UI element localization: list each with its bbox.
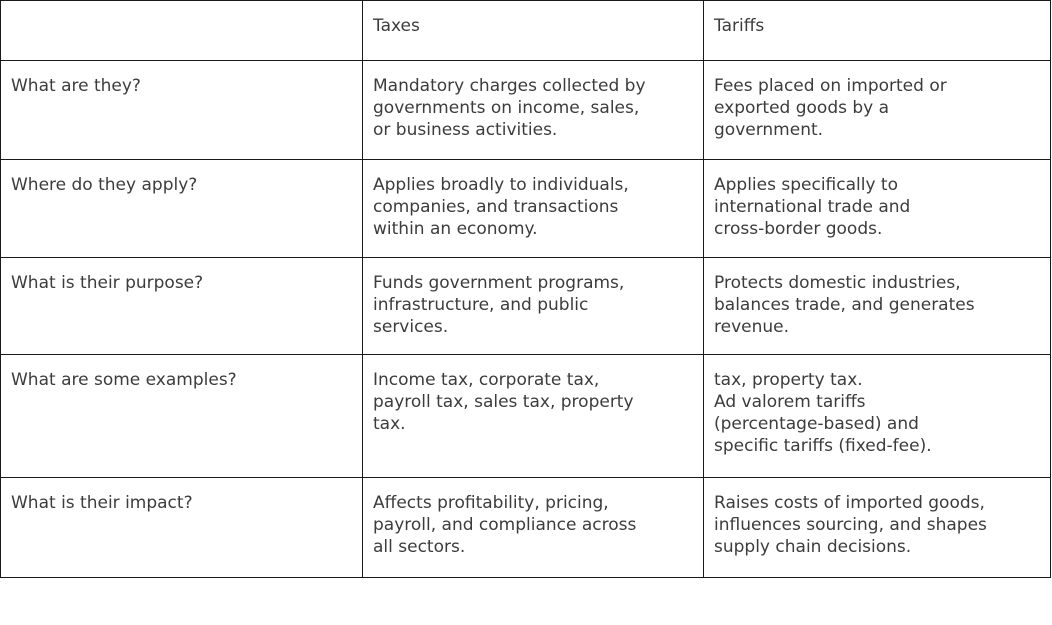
cell-line: Applies broadly to individuals, xyxy=(373,175,629,195)
table-row: What are they? Mandatory charges collect… xyxy=(0,60,1051,160)
header-cell-empty xyxy=(0,0,363,61)
cell-line: all sectors. xyxy=(373,537,466,557)
table-row: What is their purpose? Funds government … xyxy=(0,257,1051,355)
cell-line: infrastructure, and public xyxy=(373,295,589,315)
cell-line: governments on income, sales, xyxy=(373,98,640,118)
cell-line: within an economy. xyxy=(373,219,538,239)
cell-line: (percentage-based) and xyxy=(714,414,919,434)
question-cell: What is their purpose? xyxy=(0,257,363,355)
tariffs-cell: Protects domestic industries, balances t… xyxy=(703,257,1051,355)
taxes-cell: Affects profitability, pricing, payroll,… xyxy=(362,477,704,578)
cell-line: supply chain decisions. xyxy=(714,537,912,557)
tariffs-cell: Fees placed on imported or exported good… xyxy=(703,60,1051,160)
header-cell-taxes: Taxes xyxy=(362,0,704,61)
taxes-cell: Mandatory charges collected by governmen… xyxy=(362,60,704,160)
cell-line: Raises costs of imported goods, xyxy=(714,493,985,513)
cell-line: services. xyxy=(373,317,449,337)
cell-line: Mandatory charges collected by xyxy=(373,76,646,96)
comparison-table: Taxes Tariffs What are they? Mandatory c… xyxy=(0,0,1051,578)
cell-line: Ad valorem tariffs xyxy=(714,392,866,412)
cell-line: balances trade, and generates xyxy=(714,295,975,315)
question-cell: What are some examples? xyxy=(0,354,363,478)
cell-line: payroll tax, sales tax, property xyxy=(373,392,634,412)
cell-line: tax. xyxy=(373,414,406,434)
taxes-cell: Applies broadly to individuals, companie… xyxy=(362,159,704,258)
cell-line: international trade and xyxy=(714,197,911,217)
question-cell: What is their impact? xyxy=(0,477,363,578)
cell-line: revenue. xyxy=(714,317,790,337)
cell-line: Applies specifically to xyxy=(714,175,899,195)
table-row: Where do they apply? Applies broadly to … xyxy=(0,159,1051,258)
cell-line: influences sourcing, and shapes xyxy=(714,515,987,535)
cell-line: payroll, and compliance across xyxy=(373,515,637,535)
cell-line: Fees placed on imported or xyxy=(714,76,947,96)
question-cell: What are they? xyxy=(0,60,363,160)
cell-line: Income tax, corporate tax, xyxy=(373,370,600,390)
table-row: What are some examples? Income tax, corp… xyxy=(0,354,1051,478)
question-cell: Where do they apply? xyxy=(0,159,363,258)
taxes-cell: Income tax, corporate tax, payroll tax, … xyxy=(362,354,704,478)
header-cell-tariffs: Tariffs xyxy=(703,0,1051,61)
cell-line: or business activities. xyxy=(373,120,558,140)
tariffs-cell: tax, property tax. Ad valorem tariffs (p… xyxy=(703,354,1051,478)
cell-line: cross-border goods. xyxy=(714,219,883,239)
cell-line: companies, and transactions xyxy=(373,197,619,217)
taxes-cell: Funds government programs, infrastructur… xyxy=(362,257,704,355)
cell-line: exported goods by a xyxy=(714,98,890,118)
cell-line: tax, property tax. xyxy=(714,370,863,390)
cell-line: Affects profitability, pricing, xyxy=(373,493,609,513)
tariffs-cell: Raises costs of imported goods, influenc… xyxy=(703,477,1051,578)
cell-line: government. xyxy=(714,120,824,140)
cell-line: Funds government programs, xyxy=(373,273,625,293)
header-row: Taxes Tariffs xyxy=(0,0,1051,61)
cell-line: specific tariffs (fixed-fee). xyxy=(714,436,932,456)
table-row: What is their impact? Affects profitabil… xyxy=(0,477,1051,578)
tariffs-cell: Applies specifically to international tr… xyxy=(703,159,1051,258)
cell-line: Protects domestic industries, xyxy=(714,273,961,293)
